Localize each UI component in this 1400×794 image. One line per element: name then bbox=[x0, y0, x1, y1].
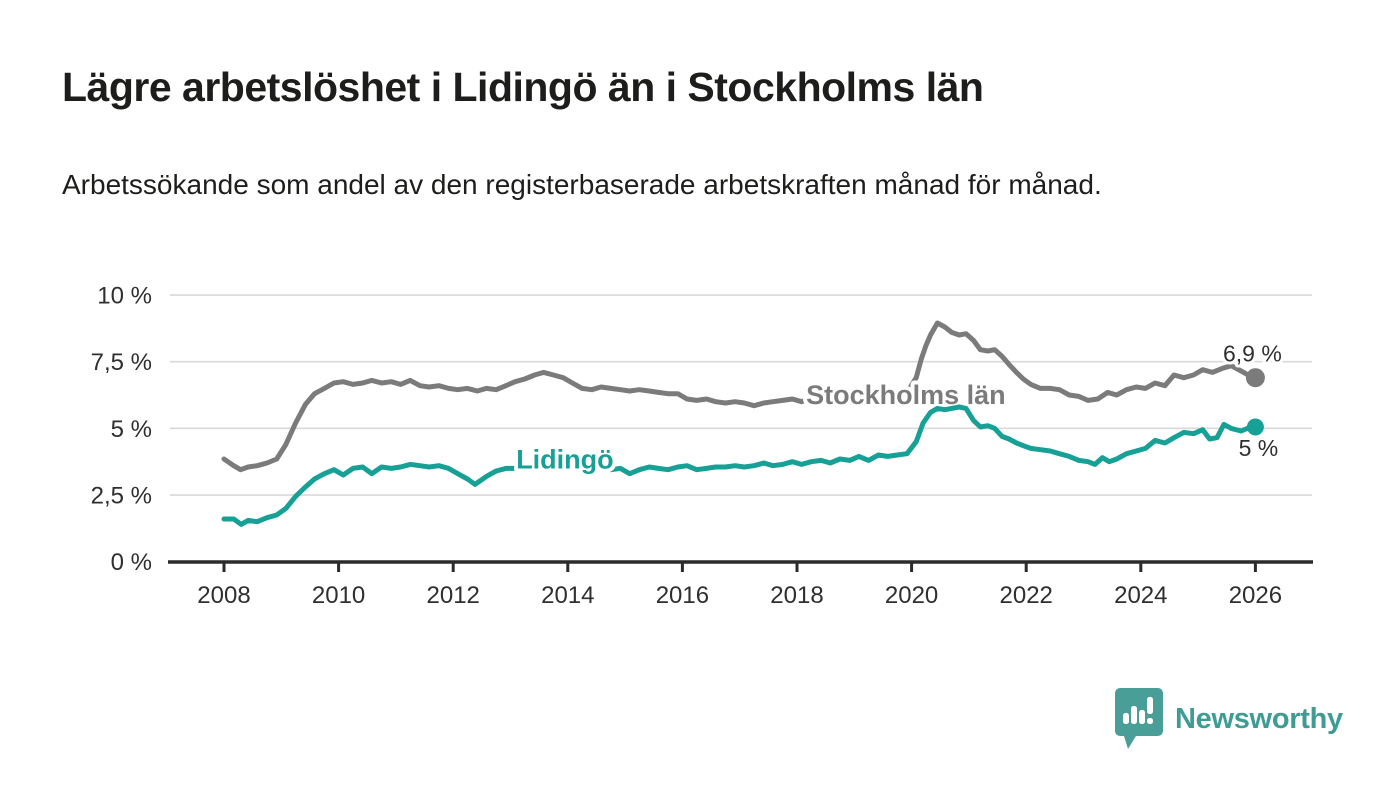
page-title: Lägre arbetslöshet i Lidingö än i Stockh… bbox=[62, 64, 984, 110]
series-end-dot-Lidingö bbox=[1246, 418, 1264, 436]
series-line-Stockholms län bbox=[221, 320, 1258, 473]
x-tick-label: 2016 bbox=[656, 582, 709, 609]
series-inline-label-Lidingö: Lidingö bbox=[516, 444, 613, 474]
series-line-Lidingö bbox=[221, 404, 1258, 527]
newsworthy-logo-icon bbox=[1115, 688, 1163, 749]
x-tick-label: 2022 bbox=[1000, 582, 1053, 609]
brand-name: Newsworthy bbox=[1175, 702, 1343, 735]
x-tick-label: 2026 bbox=[1229, 582, 1282, 609]
y-tick-label: 0 % bbox=[111, 549, 152, 576]
x-tick-label: 2010 bbox=[312, 582, 365, 609]
x-tick-label: 2018 bbox=[770, 582, 823, 609]
x-tick-label: 2020 bbox=[885, 582, 938, 609]
page-subtitle: Arbetssökande som andel av den registerb… bbox=[62, 169, 1102, 200]
y-tick-label: 7,5 % bbox=[91, 349, 152, 376]
brand-footer: Newsworthy bbox=[1114, 687, 1343, 751]
series-end-dot-Stockholms län bbox=[1245, 368, 1265, 388]
x-tick-label: 2024 bbox=[1114, 582, 1167, 609]
x-tick-label: 2008 bbox=[197, 582, 250, 609]
y-tick-label: 5 % bbox=[111, 416, 152, 443]
series-inline-label-Stockholms län: Stockholms län bbox=[806, 380, 1006, 410]
y-tick-label: 2,5 % bbox=[91, 483, 152, 510]
series-end-value-label: 5 % bbox=[1239, 435, 1279, 461]
x-tick-label: 2012 bbox=[427, 582, 480, 609]
y-tick-label: 10 % bbox=[97, 283, 152, 310]
x-tick-label: 2014 bbox=[541, 582, 594, 609]
series-end-value-label: 6,9 % bbox=[1223, 341, 1282, 367]
line-chart: 0 % 2,5 % 5 % 7,5 % 10 % 2008 2010 2012 2014 2016… bbox=[91, 283, 1313, 609]
